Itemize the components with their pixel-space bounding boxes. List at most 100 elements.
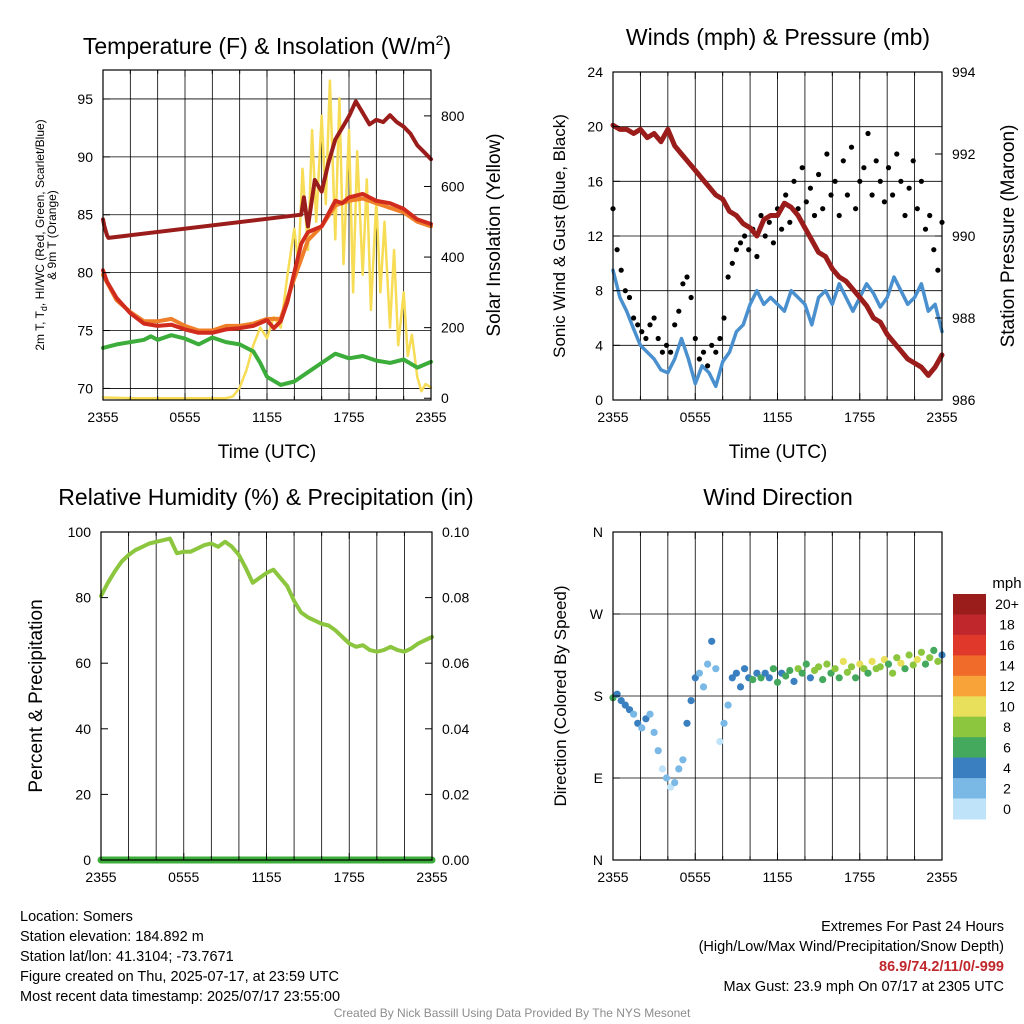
temperature-series	[101, 79, 433, 400]
direction-point	[798, 669, 806, 677]
colorbar-swatch	[953, 634, 986, 656]
gust-point	[717, 335, 723, 342]
y-tick-label: 80	[77, 265, 93, 281]
direction-point	[757, 674, 765, 682]
direction-point	[917, 648, 926, 656]
gust-point	[803, 199, 809, 205]
y-tick-label: 60	[75, 655, 91, 671]
pressure-y-ticks: 986 988 990 992 994	[935, 64, 976, 408]
colorbar-swatch	[953, 675, 986, 697]
winds-x-ticks: 2355 0555 1155 1755 2355	[597, 72, 958, 425]
gust-point	[906, 185, 912, 191]
y2-tick-label: 400	[441, 249, 465, 265]
y2-tick-label: 600	[441, 178, 465, 194]
x-tick-label: 0555	[680, 869, 711, 885]
winds-grid	[613, 72, 942, 400]
direction-point	[782, 672, 790, 680]
direction-point	[662, 774, 671, 782]
direction-point	[716, 738, 724, 746]
colorbar-swatch	[953, 696, 986, 718]
direction-point	[687, 697, 695, 705]
gust-point	[869, 192, 875, 198]
colorbar-label: 12	[999, 678, 1015, 694]
direction-point	[913, 656, 921, 664]
temperature-x-ticks: 2355 0555 1155 1755 2355	[87, 70, 447, 425]
gust-point	[853, 206, 859, 212]
direction-point	[819, 676, 827, 684]
y-tick-label: 85	[77, 207, 93, 223]
direction-point	[634, 719, 642, 727]
y-tick-label: N	[593, 524, 603, 540]
colorbar-swatch	[953, 655, 986, 677]
gust-point	[746, 247, 752, 253]
colorbar-swatch	[953, 614, 986, 636]
gust-point	[885, 165, 892, 171]
x-tick-label: 1755	[334, 869, 365, 885]
x-tick-label: 2355	[416, 869, 447, 885]
winds-x-label: Time (UTC)	[729, 442, 828, 463]
gust-point	[688, 294, 694, 301]
direction-point	[930, 646, 938, 655]
series-line-station-pressure	[610, 122, 945, 378]
station-latlon: Station lat/lon: 41.3104; -73.7671	[20, 949, 234, 965]
series-line-hi-wc	[101, 99, 433, 240]
x-tick-label: 1755	[844, 869, 875, 885]
gust-point	[700, 349, 707, 355]
direction-point	[893, 654, 901, 662]
gust-point	[828, 192, 834, 198]
humidity-grid	[128, 532, 405, 860]
temperature-y-label: 2m T, Td, HI/WC (Red, Green, Scarlet/Blu…	[33, 119, 59, 350]
gust-point	[927, 212, 933, 219]
gust-point	[922, 226, 929, 232]
gust-point	[840, 158, 846, 164]
extremes-legend: (High/Low/Max Wind/Precipitation/Snow De…	[698, 939, 1004, 955]
direction-point	[642, 715, 650, 723]
y-tick-label: E	[594, 770, 603, 786]
direction-point	[675, 765, 683, 773]
direction-point	[823, 660, 831, 668]
temperature-panel-title: Temperature (F) & Insolation (W/m2)	[83, 32, 451, 59]
colorbar-label: 16	[999, 637, 1015, 653]
x-tick-label: 1155	[251, 869, 281, 885]
y-tick-label: 70	[77, 380, 93, 396]
direction-point	[720, 719, 728, 727]
x-tick-label: 2355	[597, 409, 628, 425]
gust-point	[680, 281, 686, 287]
wind-direction-y-label: Direction (Colored By Speed)	[551, 585, 570, 806]
figure-created: Figure created on Thu, 2025-07-17, at 23…	[20, 969, 339, 985]
station-elevation: Station elevation: 184.892 m	[20, 929, 204, 945]
colorbar-label: 8	[1003, 719, 1011, 735]
direction-point	[736, 683, 745, 691]
direction-point	[831, 665, 839, 673]
series-line-solar-insolation	[101, 79, 433, 400]
colorbar-swatch	[953, 594, 986, 615]
direction-point	[699, 683, 708, 691]
gust-point	[890, 192, 896, 198]
y2-tick-label: 0.04	[442, 721, 469, 737]
gust-point	[696, 356, 703, 362]
gust-point	[844, 192, 851, 198]
gust-point	[873, 158, 879, 164]
y2-tick-label: 800	[441, 108, 465, 124]
colorbar-label: 10	[999, 699, 1015, 715]
gust-point	[672, 322, 678, 328]
temperature-y-ticks: 70 75 80 85 90 95	[77, 91, 110, 396]
direction-point	[704, 660, 712, 668]
winds-panel: Winds (mph) & Pressure (mb) 2355 0555 1155…	[550, 24, 1019, 463]
x-tick-label: 0555	[168, 869, 199, 885]
gust-point	[931, 247, 937, 253]
svg-text:2m T, Td, HI/WC (Red, Green, S: 2m T, Td, HI/WC (Red, Green, Scarlet/Blu…	[33, 119, 49, 350]
gust-point	[651, 315, 657, 321]
gust-point	[713, 349, 719, 355]
direction-point	[646, 710, 654, 718]
gust-point	[639, 329, 645, 335]
y-tick-label: 0	[595, 392, 603, 408]
x-tick-label: 0555	[169, 409, 200, 425]
direction-point	[741, 665, 749, 673]
humidity-panel-title: Relative Humidity (%) & Precipitation (i…	[58, 484, 473, 510]
max-gust: Max Gust: 23.9 mph On 07/17 at 2305 UTC	[723, 979, 1004, 995]
direction-point	[773, 678, 782, 686]
direction-point	[683, 719, 691, 727]
wind-direction-panel-title: Wind Direction	[703, 484, 853, 510]
gust-point	[914, 206, 920, 212]
